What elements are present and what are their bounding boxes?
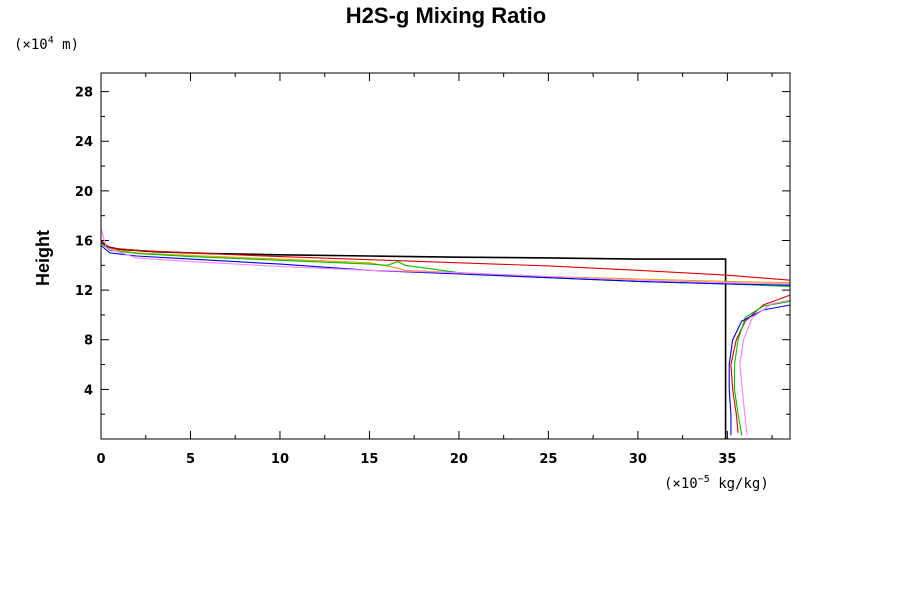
y-tick-label: 20: [75, 185, 93, 200]
x-tick-label: 15: [360, 452, 378, 467]
x-tick-label: 20: [450, 452, 468, 467]
series-group: [100, 87, 791, 439]
x-tick-label: 5: [186, 452, 195, 467]
x-tick-label: 10: [271, 452, 289, 467]
plot-frame: [100, 72, 791, 440]
series-line: [100, 240, 791, 281]
y-tick-label: 4: [84, 383, 93, 398]
series-line: [733, 300, 791, 436]
y-tick-label: 8: [84, 334, 93, 349]
y-tick-label: 28: [75, 86, 93, 101]
y-tick-label: 12: [75, 284, 93, 299]
x-tick-label: 30: [629, 452, 647, 467]
series-line: [100, 87, 791, 285]
axis-ticks: 0 5 10 15 20 25 30 35 4 8 12 16 20 24 28: [75, 73, 790, 467]
x-tick-label: 25: [539, 452, 557, 467]
x-tick-label: 0: [96, 452, 105, 467]
series-line: [739, 299, 791, 436]
x-unit-label: (×10−5 kg/kg): [664, 474, 769, 492]
y-tick-label: 24: [75, 135, 93, 150]
series-line: [100, 243, 791, 284]
y-tick-label: 16: [75, 234, 93, 249]
x-tick-label: 35: [718, 452, 736, 467]
y-unit-label: (×104 m): [14, 35, 79, 53]
series-line: [100, 245, 791, 286]
chart-title: H2S-g Mixing Ratio: [346, 3, 546, 28]
y-axis-label: Height: [33, 230, 53, 286]
